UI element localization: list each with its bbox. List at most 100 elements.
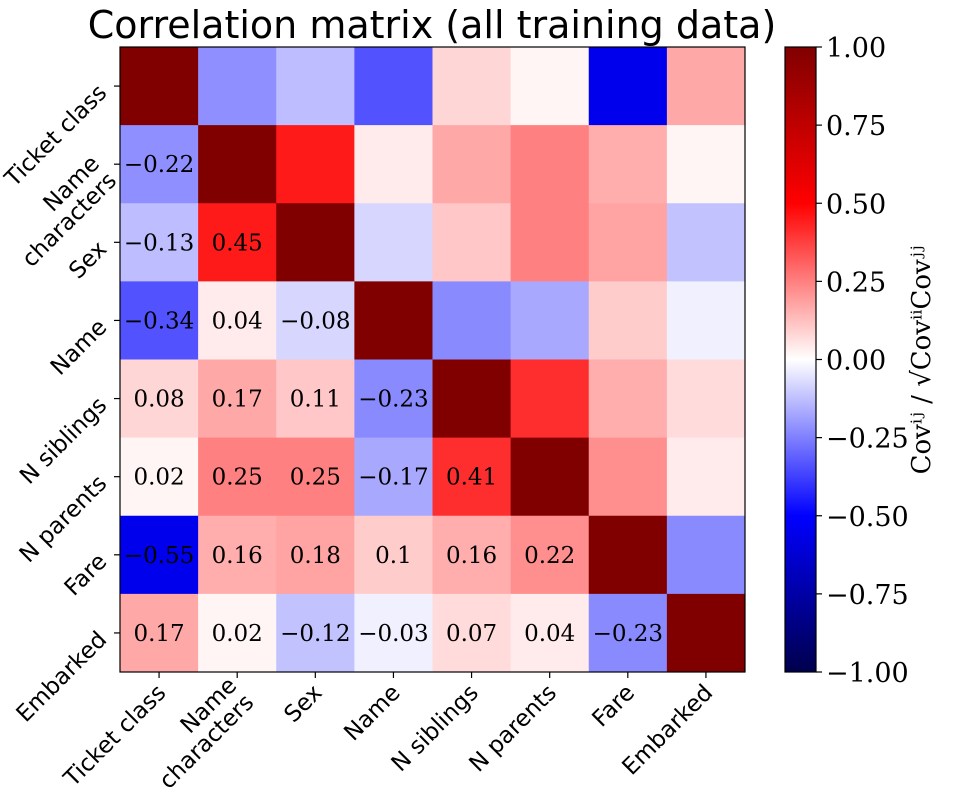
heatmap-cell-r4-c1 — [198, 359, 277, 439]
cell-value-label: 0.04 — [212, 308, 263, 334]
heatmap-cell-r4-c4 — [432, 359, 512, 439]
heatmap-cell-r6-c6 — [588, 515, 668, 595]
heatmap-cell-r7-c7 — [666, 593, 746, 673]
heatmap-cell-r2-c5 — [510, 203, 590, 282]
heatmap-cell-r2-c2 — [276, 203, 355, 282]
y-tick-label: Fare — [60, 549, 113, 602]
heatmap-cell-r4-c5 — [510, 359, 590, 439]
heatmap-cell-r7-c2 — [276, 593, 355, 673]
heatmap-cell-r1-c0 — [120, 125, 199, 204]
heatmap-cell-labels: −0.22 −0.13 0.45 −0.34 0.04 −0.08 0.08 0.17 0.11… — [124, 152, 663, 647]
cell-value-label: 0.02 — [133, 465, 184, 491]
colorbar — [784, 46, 817, 673]
x-tick-label: Fare — [587, 680, 640, 733]
heatmap-cell-r4-c0 — [120, 359, 199, 439]
x-tick-label: Sex — [279, 680, 327, 728]
heatmap-cell-r5-c3 — [354, 437, 433, 517]
heatmap-cell-r5-c4 — [432, 437, 512, 517]
heatmap-cell-r7-c3 — [354, 593, 433, 673]
heatmap-cell-r6-c4 — [432, 515, 512, 595]
heatmap-cell-r5-c5 — [510, 437, 590, 517]
cell-value-label: 0.02 — [212, 621, 263, 647]
heatmap-cell-r1-c5 — [510, 125, 590, 204]
heatmap-cell-r7-c1 — [198, 593, 277, 673]
heatmap-cell-r2-c6 — [588, 203, 668, 282]
heatmap-cell-r1-c3 — [354, 125, 433, 204]
heatmap-cell-r6-c1 — [198, 515, 277, 595]
heatmap-cell-r6-c5 — [510, 515, 590, 595]
cell-value-label: −0.03 — [358, 621, 428, 647]
cell-value-label: 0.41 — [446, 465, 497, 491]
heatmap-frame — [119, 46, 746, 673]
heatmap-cell-r2-c7 — [666, 203, 746, 282]
cell-value-label: −0.22 — [124, 152, 194, 178]
colorbar-tick-label: 0.25 — [826, 267, 886, 298]
heatmap-cell-r5-c7 — [666, 437, 746, 517]
cell-value-label: 0.17 — [133, 621, 184, 647]
cell-value-label: 0.08 — [133, 387, 184, 413]
heatmap-cell-r6-c7 — [666, 515, 746, 595]
heatmap-cell-r3-c0 — [120, 281, 199, 360]
cell-value-label: −0.55 — [124, 543, 194, 569]
heatmap-cell-r6-c2 — [276, 515, 355, 595]
y-tick-label: Sex — [64, 236, 112, 284]
heatmap-cell-r5-c0 — [120, 437, 199, 517]
cell-value-label: −0.34 — [124, 308, 194, 334]
cell-value-label: 0.22 — [524, 543, 575, 569]
heatmap-cell-r7-c4 — [432, 593, 512, 673]
heatmap-cell-r2-c1 — [198, 203, 277, 282]
cell-value-label: 0.18 — [290, 543, 341, 569]
heatmap-cell-r4-c2 — [276, 359, 355, 439]
cell-value-label: −0.23 — [593, 621, 663, 647]
heatmap-cell-r4-c3 — [354, 359, 433, 439]
heatmap-cell-r5-c6 — [588, 437, 668, 517]
heatmap-cell-r7-c0 — [120, 593, 199, 673]
heatmap-cell-r4-c7 — [666, 359, 746, 439]
heatmap-cell-r1-c2 — [276, 125, 355, 204]
colorbar-tick-label: −0.75 — [826, 580, 909, 611]
heatmap-cell-r3-c7 — [666, 281, 746, 360]
colorbar-tick-label: −1.00 — [826, 658, 909, 689]
colorbar-tick-label: 0.50 — [826, 189, 886, 220]
heatmap-cell-r0-c4 — [432, 47, 512, 126]
cell-value-label: 0.07 — [446, 621, 497, 647]
heatmap-cells — [120, 47, 746, 673]
heatmap-cell-r0-c2 — [276, 47, 355, 126]
heatmap-cell-r1-c4 — [432, 125, 512, 204]
cell-value-label: 0.16 — [212, 543, 263, 569]
heatmap-cell-r1-c1 — [198, 125, 277, 204]
heatmap-cell-r0-c6 — [588, 47, 668, 126]
cell-value-label: −0.23 — [358, 387, 428, 413]
heatmap-cell-r3-c4 — [432, 281, 512, 360]
colorbar-label: Covⁱʲ / √CovⁱⁱCovʲʲ — [907, 246, 937, 475]
colorbar-tick-label: −0.50 — [826, 502, 909, 533]
heatmap-cell-r3-c3 — [354, 281, 433, 360]
heatmap-cell-r0-c5 — [510, 47, 590, 126]
cell-value-label: 0.11 — [290, 387, 341, 413]
heatmap-cell-r3-c5 — [510, 281, 590, 360]
heatmap-cell-r1-c6 — [588, 125, 668, 204]
heatmap-cell-r4-c6 — [588, 359, 668, 439]
heatmap-cell-r6-c0 — [120, 515, 199, 595]
heatmap-cell-r5-c1 — [198, 437, 277, 517]
chart-title: Correlation matrix (all training data) — [88, 3, 777, 47]
heatmap-cell-r1-c7 — [666, 125, 746, 204]
y-tick-label: Name — [46, 314, 112, 380]
heatmap-cell-r5-c2 — [276, 437, 355, 517]
heatmap-cell-r6-c3 — [354, 515, 433, 595]
colorbar-tick-label: 0.75 — [826, 111, 886, 142]
heatmap-cell-r2-c0 — [120, 203, 199, 282]
heatmap-cell-r2-c4 — [432, 203, 512, 282]
heatmap-cell-r3-c6 — [588, 281, 668, 360]
cell-value-label: −0.12 — [280, 621, 350, 647]
heatmap-cell-r2-c3 — [354, 203, 433, 282]
cell-value-label: 0.04 — [524, 621, 575, 647]
heatmap-cell-r0-c1 — [198, 47, 277, 126]
colorbar-tick-label: −0.25 — [826, 424, 909, 455]
colorbar-ticks: 1.00 0.75 0.50 0.25 0.00 −0.25 −0.50 −0.75 −1.00 — [816, 33, 909, 689]
y-tick-label: Embarked — [12, 627, 113, 728]
cell-value-label: 0.1 — [375, 543, 412, 569]
